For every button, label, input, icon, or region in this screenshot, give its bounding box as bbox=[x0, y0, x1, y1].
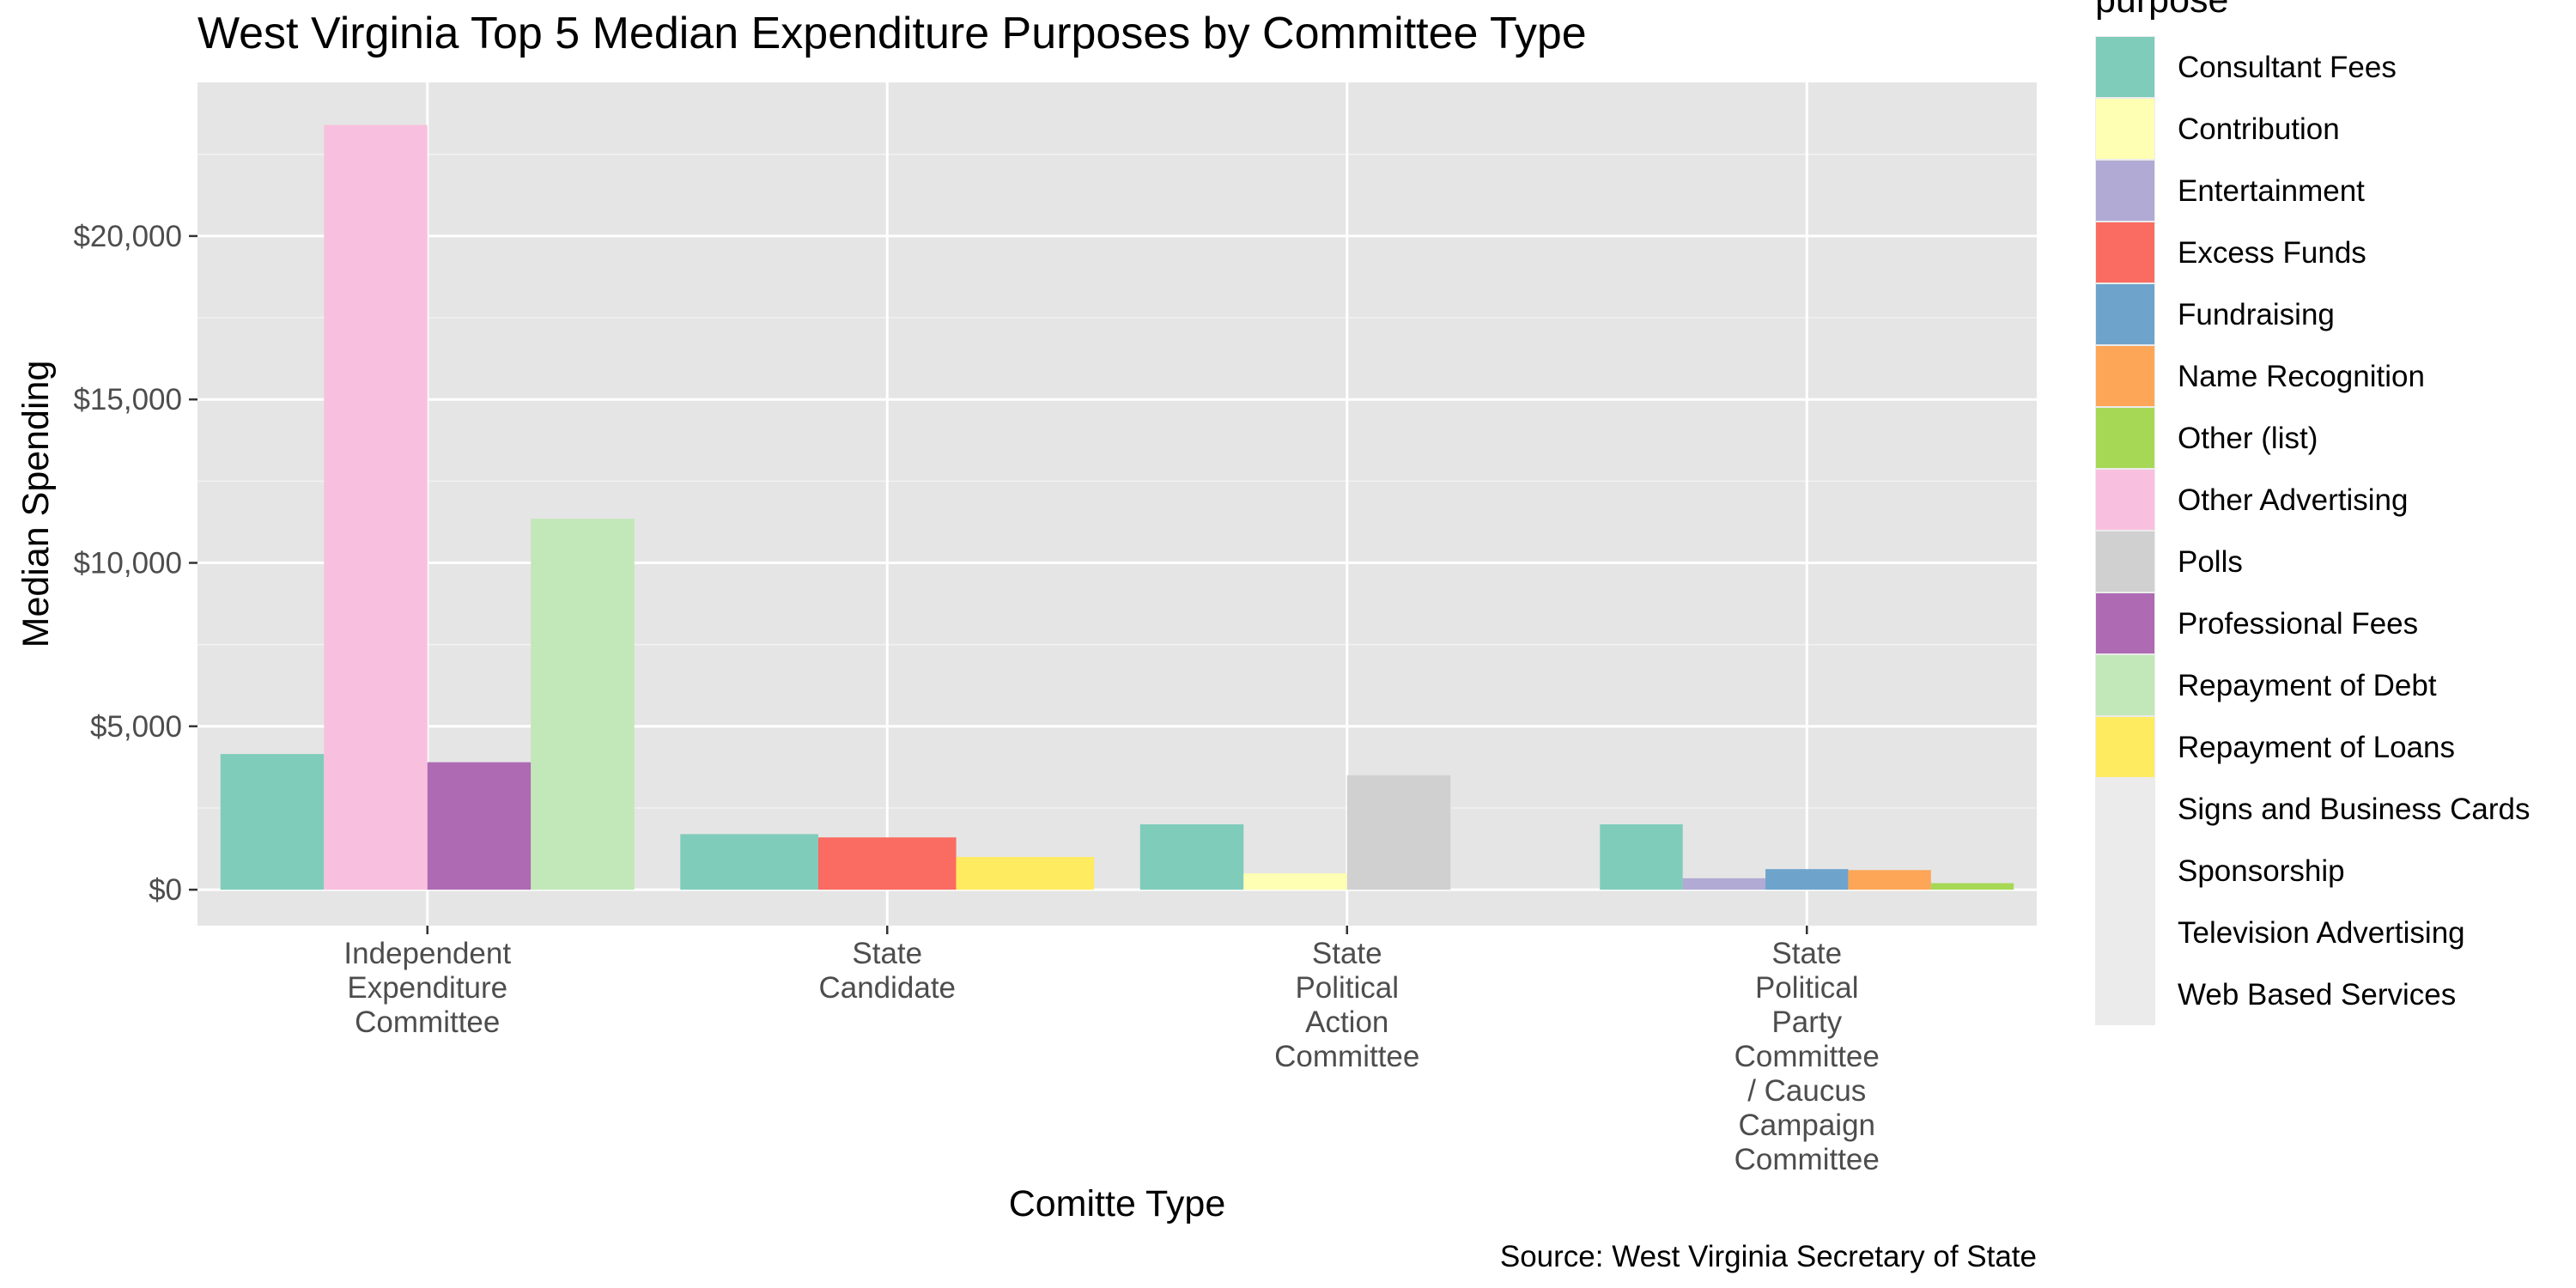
chart-title: West Virginia Top 5 Median Expenditure P… bbox=[197, 9, 1587, 58]
y-tick-label: $0 bbox=[149, 873, 182, 907]
bar-contribution bbox=[1243, 873, 1347, 890]
y-axis-title: Median Spending bbox=[15, 361, 57, 648]
legend-swatch-consultant-fees bbox=[2096, 37, 2154, 97]
legend-swatch-other-advertising bbox=[2096, 470, 2154, 530]
legend-swatch-sponsorship bbox=[2096, 841, 2154, 901]
legend-label: Signs and Business Cards bbox=[2178, 793, 2530, 826]
legend-swatch-web-based-services bbox=[2096, 964, 2154, 1024]
legend-label: Polls bbox=[2178, 545, 2243, 579]
bar-professional-fees bbox=[427, 762, 532, 890]
legend-swatch-contribution bbox=[2096, 99, 2154, 159]
bars bbox=[220, 125, 2014, 890]
legend-swatch-fundraising bbox=[2096, 284, 2154, 344]
legend-label: Repayment of Debt bbox=[2178, 669, 2437, 702]
bar-other-list bbox=[1930, 883, 2014, 890]
x-axis-title: Comitte Type bbox=[1009, 1183, 1226, 1224]
legend-swatch-signs-and-business-cards bbox=[2096, 779, 2154, 839]
y-tick-label: $10,000 bbox=[73, 547, 182, 580]
y-tick-label: $5,000 bbox=[90, 710, 182, 744]
legend-label: Web Based Services bbox=[2178, 978, 2456, 1012]
legend-swatch-repayment-of-debt bbox=[2096, 655, 2154, 715]
bar-consultant-fees bbox=[220, 754, 325, 890]
legend-swatch-television-advertising bbox=[2096, 902, 2154, 963]
y-axis: $0 $5,000 $10,000 $15,000 $20,000 bbox=[73, 220, 197, 907]
legend-label: Name Recognition bbox=[2178, 360, 2425, 393]
legend-swatch-entertainment bbox=[2096, 161, 2154, 221]
legend: purpose Consultant Fees Contribution Enter… bbox=[2095, 0, 2530, 1025]
bar-consultant-fees bbox=[1139, 824, 1244, 890]
y-tick-label: $15,000 bbox=[73, 383, 182, 416]
legend-swatch-repayment-of-loans bbox=[2096, 717, 2154, 777]
legend-label: Television Advertising bbox=[2178, 916, 2465, 950]
bar-other-advertising bbox=[324, 125, 428, 890]
legend-swatch-excess-funds bbox=[2096, 222, 2154, 283]
bar-entertainment bbox=[1682, 878, 1766, 890]
bar-repayment-of-debt bbox=[531, 519, 635, 890]
legend-label: Sponsorship bbox=[2178, 854, 2345, 888]
bar-excess-funds bbox=[817, 837, 957, 890]
legend-label: Excess Funds bbox=[2178, 236, 2366, 270]
legend-label: Consultant Fees bbox=[2178, 51, 2397, 84]
bar-polls bbox=[1346, 775, 1451, 890]
legend-label: Fundraising bbox=[2178, 298, 2335, 331]
legend-swatch-professional-fees bbox=[2096, 593, 2154, 653]
legend-label: Other (list) bbox=[2178, 422, 2318, 455]
legend-label: Professional Fees bbox=[2178, 607, 2418, 641]
x-tick-label: Independent Expenditure Committee bbox=[343, 937, 511, 1039]
legend-swatch-name-recognition bbox=[2096, 346, 2154, 406]
bar-consultant-fees bbox=[1600, 824, 1683, 890]
x-tick-label: State Candidate bbox=[818, 937, 956, 1005]
legend-title: purpose bbox=[2095, 0, 2228, 21]
legend-label: Entertainment bbox=[2178, 174, 2365, 208]
bar-consultant-fees bbox=[680, 834, 818, 890]
y-tick-label: $20,000 bbox=[73, 220, 182, 253]
x-axis: Independent Expenditure Committee State Cand… bbox=[343, 926, 1880, 1176]
source-caption: Source: West Virginia Secretary of State bbox=[1500, 1240, 2037, 1273]
legend-label: Other Advertising bbox=[2178, 483, 2408, 517]
legend-label: Repayment of Loans bbox=[2178, 731, 2455, 764]
bar-repayment-of-loans bbox=[956, 857, 1095, 890]
x-tick-label: State Political Party Committee / Caucus Camp… bbox=[1735, 937, 1880, 1176]
legend-swatch-other-list bbox=[2096, 408, 2154, 468]
legend-label: Contribution bbox=[2178, 112, 2340, 146]
x-tick-label: State Political Action Committee bbox=[1274, 937, 1419, 1073]
legend-swatch-polls bbox=[2096, 532, 2154, 592]
bar-name-recognition bbox=[1848, 870, 1931, 890]
bar-fundraising bbox=[1765, 869, 1849, 890]
